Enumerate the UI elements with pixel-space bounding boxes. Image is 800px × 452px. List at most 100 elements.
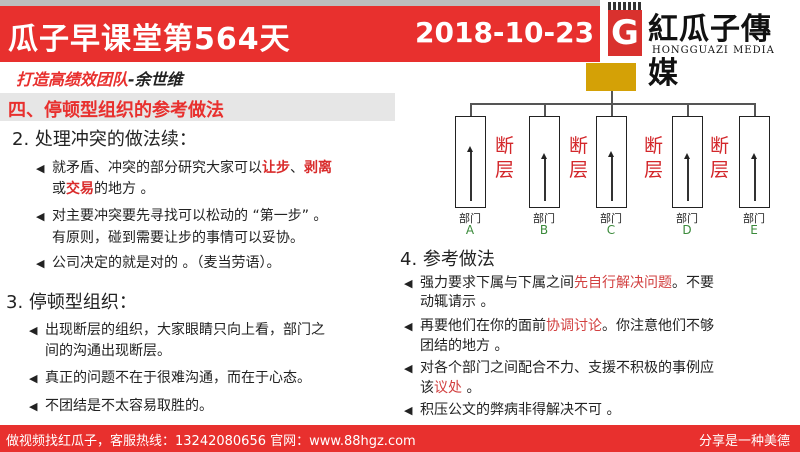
section-bar — [0, 93, 395, 121]
heading-3: 3. 停顿型组织： — [6, 292, 137, 313]
department-box — [739, 116, 770, 208]
gap-char: 断 — [495, 135, 515, 157]
subtitle-topic: 打造高绩效团队 — [16, 70, 129, 89]
list-item: 团结的地方 。 — [420, 336, 508, 357]
connector-line — [544, 103, 546, 116]
header-bar — [0, 6, 600, 62]
list-item: 再要他们在你的面前协调讨论。你注意他们不够 — [420, 316, 714, 337]
list-item: 对各个部门之间配合不力、支援不积极的事例应 — [420, 358, 714, 379]
bullet-icon: ◀ — [36, 257, 45, 270]
bullet-icon: ◀ — [404, 320, 413, 333]
list-item: 真正的问题不在于很难沟通，而在于心态。 — [45, 368, 311, 389]
department-letter: E — [750, 223, 758, 237]
bullet-icon: ◀ — [36, 210, 45, 223]
list-item: 动辄请示 。 — [420, 292, 494, 313]
top-strip — [0, 0, 800, 6]
up-arrow-icon — [608, 151, 614, 201]
text-segment: 积压公文的弊病非得解决不可 。 — [420, 402, 621, 418]
text-segment: 再要他们在你的面前 — [420, 318, 546, 334]
bullet-icon: ◀ — [36, 162, 45, 175]
list-item: 或交易的地方 。 — [52, 179, 154, 200]
up-arrow-icon — [751, 153, 757, 201]
footer-bar — [0, 425, 800, 452]
footer-slogan: 分享是一种美德 — [698, 434, 790, 449]
department-label: 部门 — [600, 212, 622, 225]
gap-char: 断 — [644, 135, 664, 157]
footer-contact: 做视频找红瓜子，客服热线：13242080656 官网：www.88hgz.co… — [6, 434, 416, 449]
gap-label: 断层 — [495, 134, 517, 182]
gap-char: 断 — [710, 135, 730, 157]
department-letter: A — [465, 223, 475, 237]
list-item: 公司决定的就是对的 。（麦当劳语）。 — [52, 253, 280, 274]
text-segment: 。 — [462, 380, 481, 396]
text-segment: 对主要冲突要先寻找可以松动的 “第一步” 。 — [52, 208, 328, 224]
text-segment: 。不要 — [672, 275, 714, 291]
department-label: 部门 — [743, 212, 765, 225]
text-segment: 有原则，碰到需要让步的事情可以妥协。 — [52, 230, 304, 246]
text-segment: 不团结是不太容易取胜的。 — [45, 398, 213, 414]
department-box — [455, 116, 486, 208]
list-item: 不团结是不太容易取胜的。 — [45, 396, 213, 417]
department-box — [596, 116, 627, 208]
department-box — [672, 116, 703, 208]
text-segment: 间的沟通出现断层。 — [45, 343, 171, 359]
up-arrow-icon — [684, 153, 690, 201]
department-box — [529, 116, 560, 208]
department-letter: C — [606, 223, 616, 237]
text-segment: 出现断层的组织，大家眼睛只向上看，部门之 — [45, 322, 325, 338]
bullet-icon: ◀ — [29, 400, 38, 413]
gap-char: 层 — [710, 159, 730, 181]
text-segment: 强力要求下属与下属之间 — [420, 275, 574, 291]
text-segment: 的地方 。 — [94, 181, 155, 197]
list-item: 有原则，碰到需要让步的事情可以妥协。 — [52, 228, 304, 249]
connector-line — [754, 103, 756, 116]
gap-char: 层 — [644, 159, 664, 181]
highlight-text: 协调讨论 — [546, 318, 602, 334]
highlight-text: 让步 — [262, 160, 290, 176]
text-segment: 。你注意他们不够 — [602, 318, 714, 334]
bullet-icon: ◀ — [29, 324, 38, 337]
heading-4: 4. 参考做法 — [400, 249, 495, 270]
text-segment: 该 — [420, 380, 434, 396]
logo-english-text: HONGGUAZI MEDIA — [652, 45, 775, 56]
bullet-icon: ◀ — [404, 404, 413, 417]
gap-char: 层 — [495, 159, 515, 181]
department-letter: B — [539, 223, 549, 237]
up-arrow-icon — [541, 153, 547, 201]
heading-2: 2. 处理冲突的做法续： — [12, 129, 197, 150]
up-arrow-icon — [467, 146, 473, 201]
connector-line — [611, 103, 613, 116]
department-label: 部门 — [533, 212, 555, 225]
connector-line — [611, 91, 613, 103]
gap-label: 断层 — [569, 134, 591, 182]
list-item: 强力要求下属与下属之间先自行解决问题。不要 — [420, 273, 714, 294]
text-segment: 或 — [52, 181, 66, 197]
bullet-icon: ◀ — [29, 372, 38, 385]
logo-chinese-text: 紅瓜子傳媒 — [648, 12, 772, 91]
list-item: 对主要冲突要先寻找可以松动的 “第一步” 。 — [52, 206, 327, 227]
department-label: 部门 — [459, 212, 481, 225]
gap-label: 断层 — [644, 134, 666, 182]
bullet-icon: ◀ — [404, 362, 413, 375]
list-item: 出现断层的组织，大家眼睛只向上看，部门之 — [45, 320, 325, 341]
page-title: 瓜子早课堂第564天 — [8, 22, 291, 57]
text-segment: 对各个部门之间配合不力、支援不积极的事例应 — [420, 360, 714, 376]
subtitle-author: -余世维 — [128, 70, 183, 89]
text-segment: 公司决定的就是对的 。（麦当劳语）。 — [52, 255, 281, 271]
section-heading: 四、停顿型组织的参考做法 — [8, 100, 224, 121]
date-label: 2018-10-23 — [415, 16, 595, 49]
highlight-text: 先自行解决问题 — [574, 275, 672, 291]
logo-g-icon: G — [608, 6, 642, 56]
logo: G 紅瓜子傳媒 HONGGUAZI MEDIA — [600, 0, 800, 91]
gap-char: 层 — [569, 159, 589, 181]
connector-line — [470, 103, 756, 105]
list-item: 积压公文的弊病非得解决不可 。 — [420, 400, 620, 421]
highlight-text: 剥离 — [304, 160, 332, 176]
connector-line — [470, 103, 472, 116]
film-strip-icon — [608, 2, 642, 10]
connector-line — [687, 103, 689, 116]
text-segment: 动辄请示 。 — [420, 294, 495, 310]
department-letter: D — [682, 223, 692, 237]
list-item: 就矛盾、冲突的部分研究大家可以让步、剥离 — [52, 158, 332, 179]
text-segment: 、 — [290, 160, 304, 176]
